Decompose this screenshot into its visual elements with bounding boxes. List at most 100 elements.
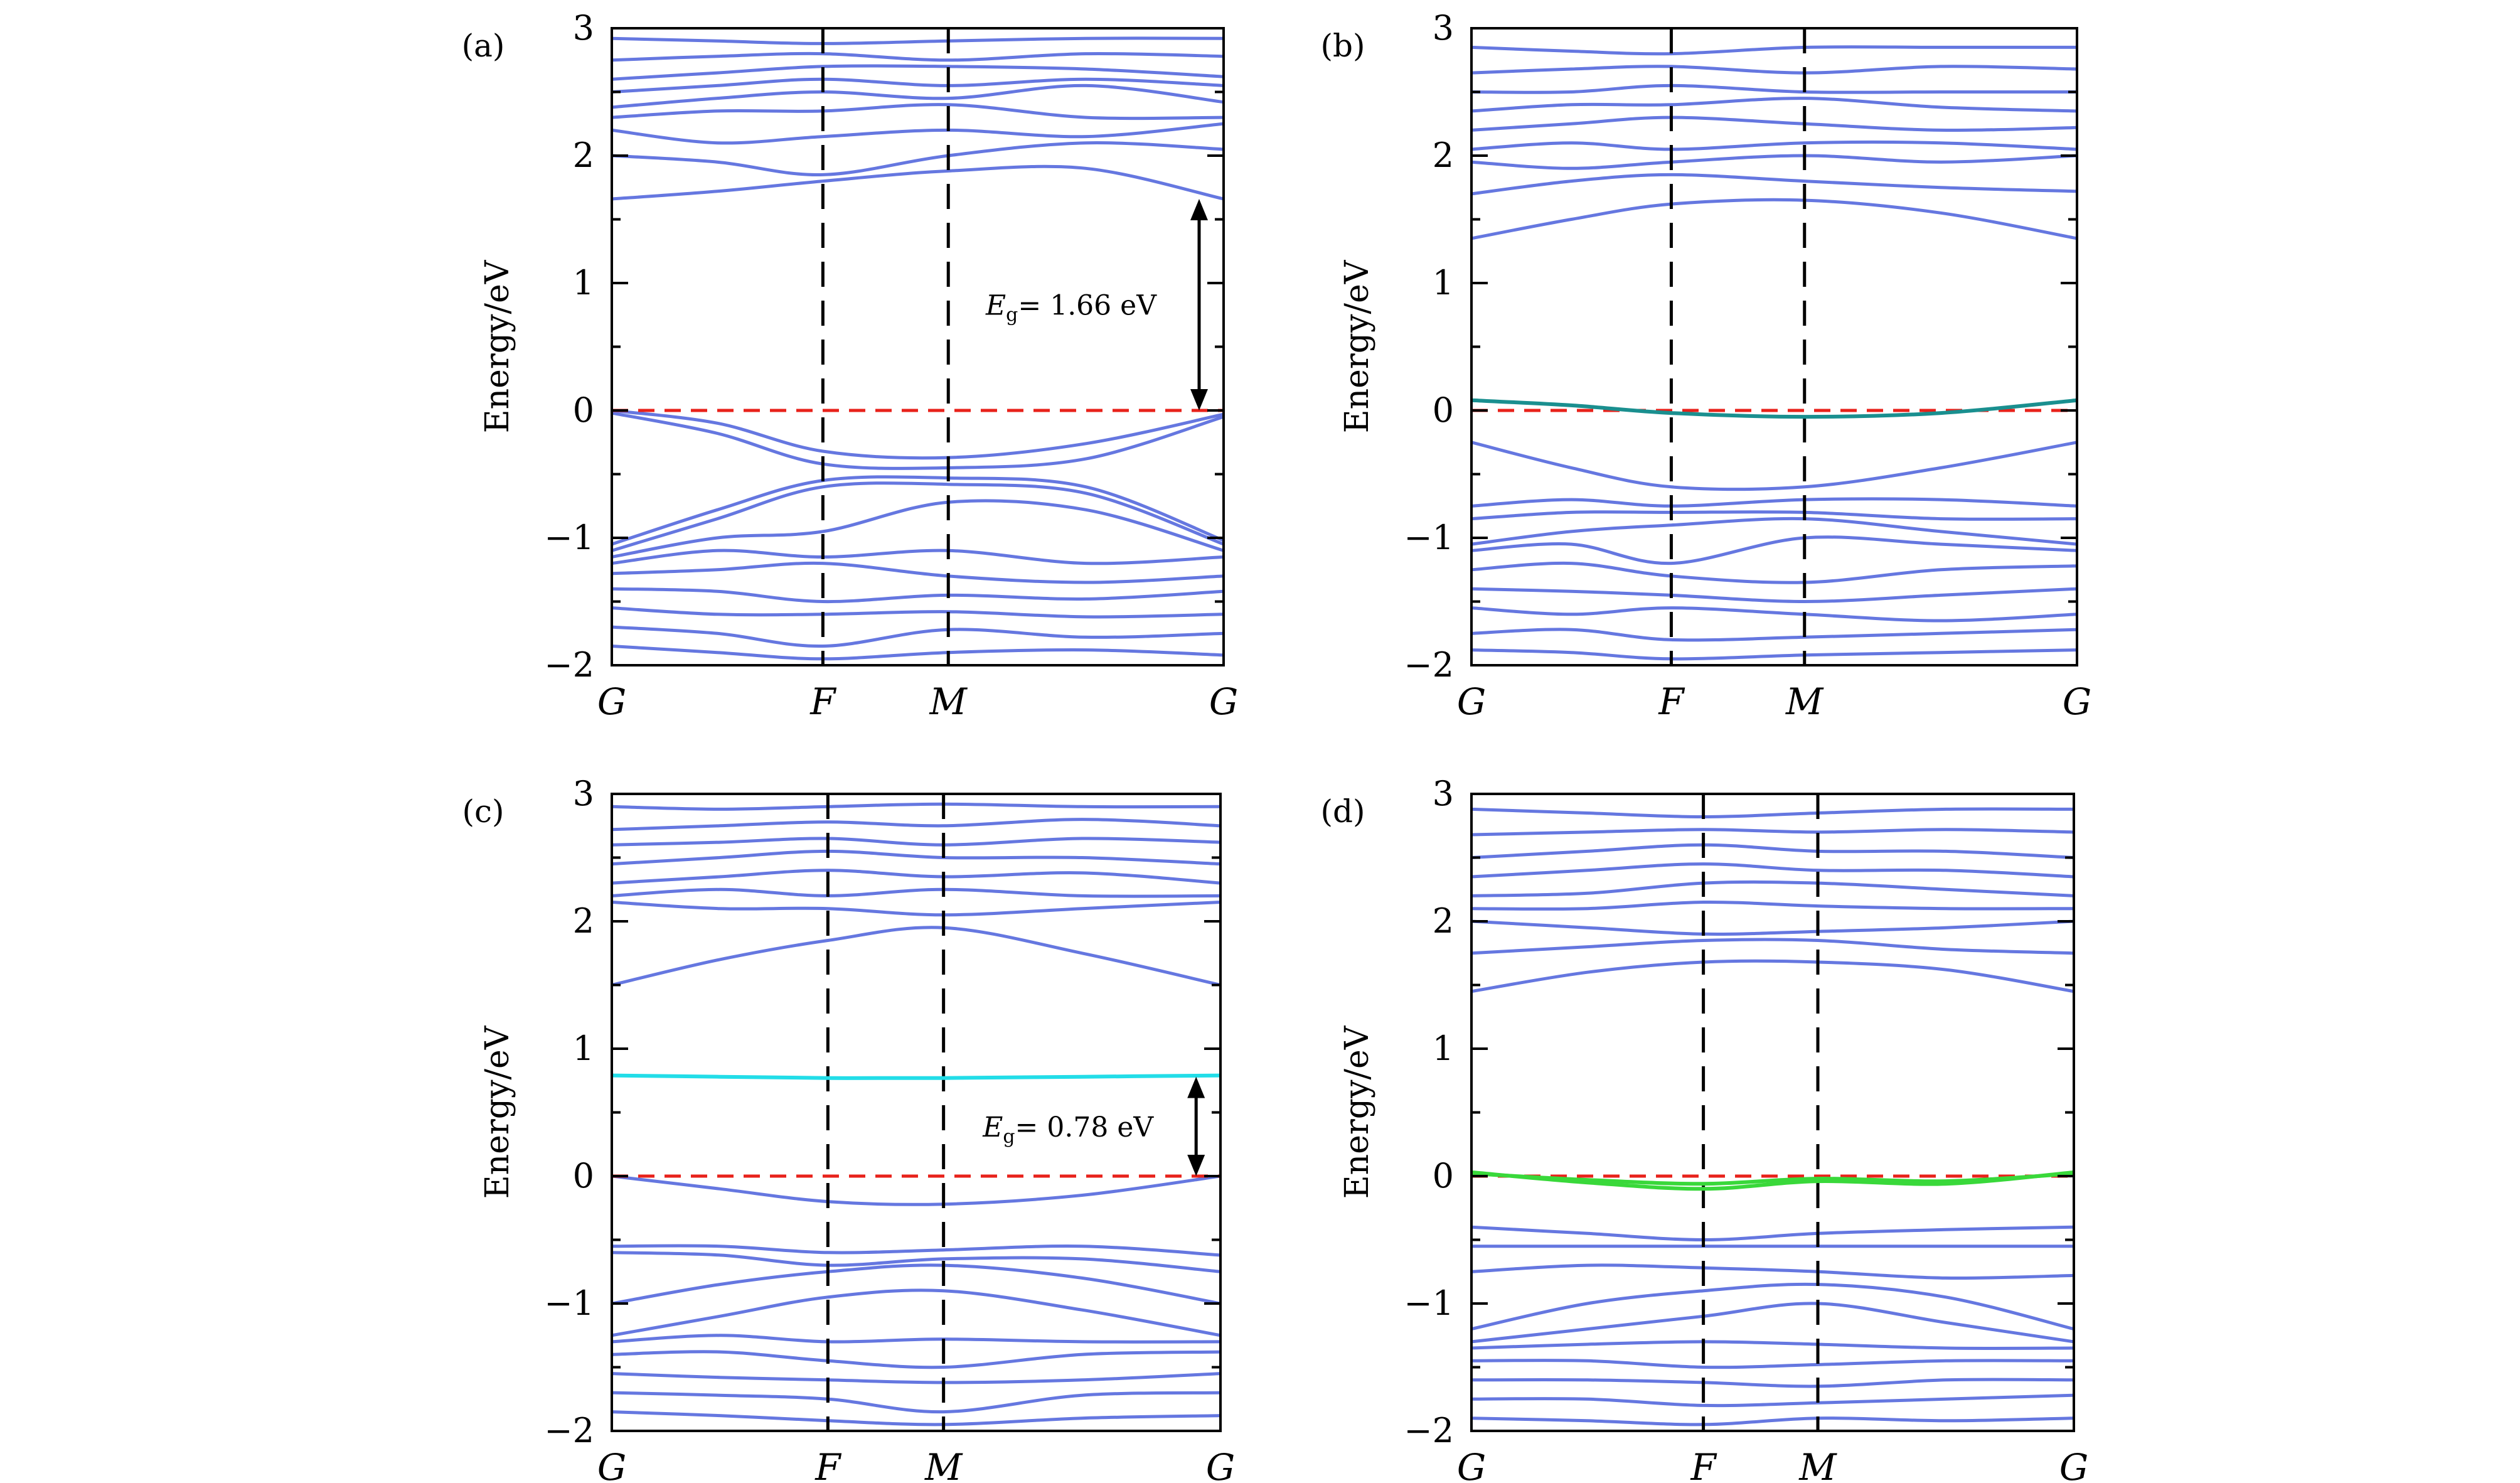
y-tick-label: −1 [544,1283,594,1323]
kpoint-label: F [814,1446,841,1483]
valence-band-line [1471,441,2077,491]
kpoint-label: F [1690,1446,1717,1483]
y-tick-label: 3 [1433,8,1454,48]
valence-band-line [1471,648,2077,661]
plot-area [612,794,1220,1431]
valence-band-line [612,411,1224,470]
valence-band-line [1471,1416,2074,1427]
y-tick-label: 0 [1433,1156,1454,1196]
conduction-band-line [612,869,1220,885]
valence-band-line [1471,1340,2074,1350]
valence-band-line [1471,561,2077,584]
valence-band-line [612,561,1224,584]
conduction-band-line [1471,115,2077,132]
y-tick-label: −2 [544,1411,594,1450]
plot-area [1471,28,2077,665]
y-tick-label: −1 [1404,1283,1454,1323]
kpoint-label: M [929,680,968,723]
valence-band-line [1471,517,2077,546]
y-axis-label: Energy/eV [479,1025,516,1199]
valence-band-line [1471,587,2077,604]
valence-band-line [1471,1393,2074,1408]
kpoint-label: G [2059,1446,2088,1483]
plot-area [612,28,1224,665]
y-tick-label: 2 [1433,136,1454,175]
band-gap-arrowhead-up [1187,1076,1205,1098]
conduction-band-line [612,164,1224,201]
panel-label: (b) [1320,28,1365,64]
y-tick-label: 3 [1433,774,1454,813]
valence-band-line [612,625,1224,648]
plot-area [1471,794,2074,1431]
conduction-band-line [612,141,1224,176]
conduction-band-line [1471,807,2074,819]
conduction-band-line [1471,83,2077,94]
kpoint-label: G [1457,1446,1486,1483]
y-tick-label: 2 [573,901,594,941]
valence-band-line [1471,510,2077,521]
y-tick-label: −1 [1404,518,1454,557]
defect-state-band-line [1471,1170,2074,1191]
y-tick-label: −1 [544,518,594,557]
conduction-band-line [612,64,1224,81]
valence-band-line [1471,497,2077,508]
valence-band-line [612,549,1224,565]
valence-band-line [612,1288,1220,1337]
defect-state-band-line [1471,398,2077,419]
panel-b: −2 −1 0 1 2 3 Energy/eV G F M G (b) [1320,8,2091,723]
y-tick-label: 3 [573,774,594,813]
conduction-band-line [1471,173,2077,196]
kpoint-label: G [597,680,626,723]
y-axis-label: Energy/eV [1338,1025,1376,1199]
valence-band-line [612,1391,1220,1414]
conduction-band-line [1471,880,2074,897]
defect-state-band-line [1471,1171,2074,1186]
valence-band-line [1471,1225,2074,1242]
valence-band-line [612,475,1224,546]
kpoint-label: G [597,1446,626,1483]
conduction-band-line [612,849,1220,866]
band-gap-arrowhead-down [1190,389,1208,410]
valence-band-line [1471,606,2077,623]
kpoint-label: M [1785,680,1824,723]
y-tick-label: −2 [1404,1411,1454,1450]
y-axis-label: Energy/eV [479,259,516,433]
conduction-band-line [612,818,1220,832]
conduction-band-line [1471,65,2077,75]
conduction-band-line [612,83,1224,109]
y-tick-label: 1 [573,263,594,302]
y-tick-label: 1 [1433,1029,1454,1068]
valence-band-line [1471,1282,2074,1331]
band-gap-label: Eg= 0.78 eV [982,1111,1154,1148]
kpoint-label: G [1206,1446,1235,1483]
defect-state-band-line [612,1073,1220,1080]
conduction-band-line [1471,938,2074,955]
valence-band-line [1471,1359,2074,1369]
conduction-band-line [1471,843,2074,859]
conduction-band-line [612,837,1220,847]
conduction-band-line [1471,828,2074,837]
y-tick-label: 0 [573,390,594,430]
conduction-band-line [1471,140,2077,151]
valence-band-line [612,1263,1220,1305]
y-tick-label: 1 [1433,263,1454,302]
kpoint-label: F [1658,680,1685,723]
conduction-band-line [1471,919,2074,936]
conduction-band-line [612,887,1220,898]
y-tick-label: 2 [573,136,594,175]
band-gap-arrowhead-up [1190,199,1208,221]
panel-label: (d) [1320,793,1365,830]
valence-band-line [1471,1302,2074,1344]
valence-band-line [1471,1378,2074,1388]
conduction-band-line [612,901,1220,917]
conduction-band-line [1471,45,2077,56]
valence-band-line [612,606,1224,619]
valence-band-line [612,1251,1220,1273]
conduction-band-line [1471,862,2074,879]
panel-a: −2 −1 0 1 2 3 Energy/eV G F M G (a) Eg= 1.66 eV [462,8,1239,723]
y-tick-label: −2 [1404,645,1454,685]
y-tick-label: 1 [573,1029,594,1068]
y-axis-label: Energy/eV [1338,259,1376,433]
y-tick-label: 0 [1433,390,1454,430]
